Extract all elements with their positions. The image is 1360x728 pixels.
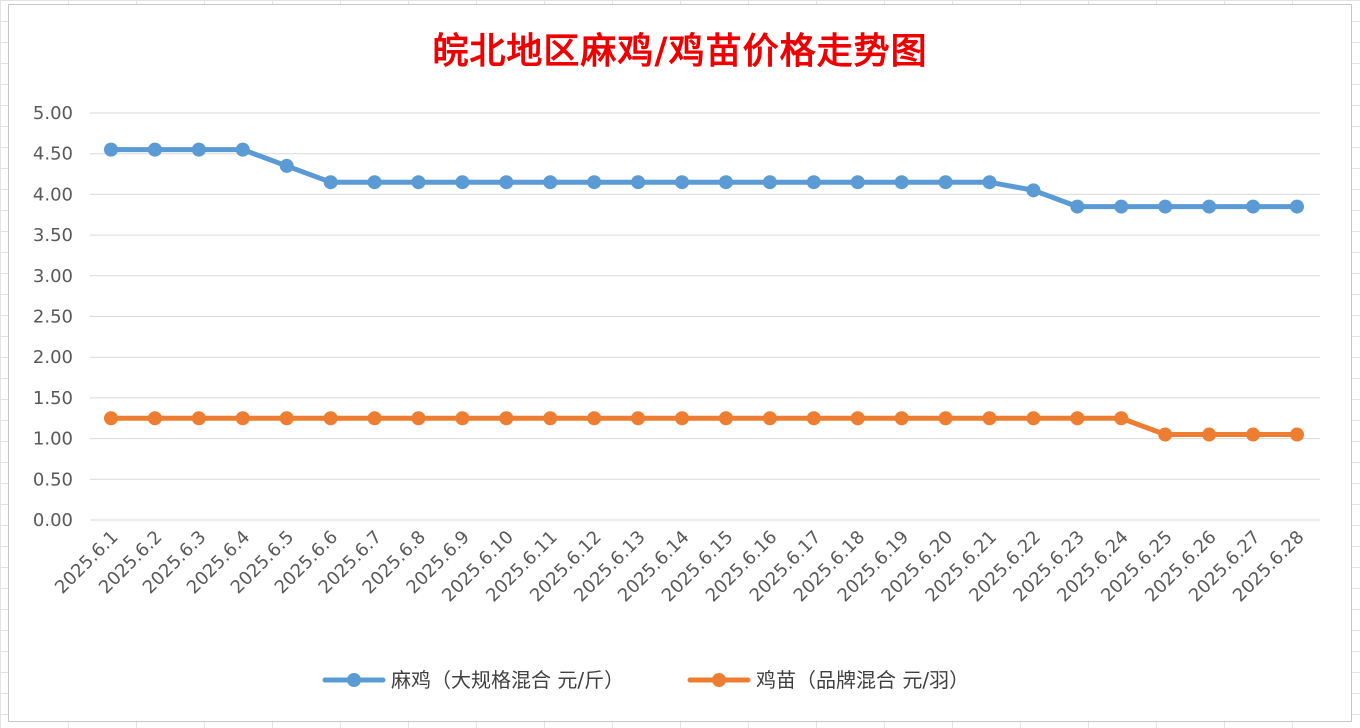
series-0-point — [235, 142, 250, 157]
series-1-point — [235, 411, 250, 426]
series-0-point — [587, 175, 602, 190]
series-1-point — [1114, 411, 1129, 426]
series-0-point — [367, 175, 382, 190]
y-tick-label: 2.50 — [33, 307, 73, 328]
series-line-0 — [108, 147, 1300, 210]
series-1-point — [850, 411, 865, 426]
series-0-point — [1290, 199, 1304, 214]
series-0-point — [499, 175, 514, 190]
y-tick-label: 0.50 — [33, 469, 73, 490]
series-0-point — [675, 175, 690, 190]
series-1-point — [323, 411, 338, 426]
series-1-point — [455, 411, 470, 426]
series-0-point — [762, 175, 777, 190]
series-0-point — [1070, 199, 1085, 214]
series-0-point — [455, 175, 470, 190]
series-0-point — [631, 175, 646, 190]
series-1-point — [938, 411, 953, 426]
series-1-point — [543, 411, 558, 426]
series-1-point — [894, 411, 909, 426]
series-0-point — [323, 175, 338, 190]
series-1-point — [982, 411, 997, 426]
series-0-point — [191, 142, 206, 157]
series-line-1 — [108, 415, 1300, 438]
series-0-point — [982, 175, 997, 190]
series-0-point — [279, 158, 294, 173]
series-1-point — [1202, 427, 1217, 442]
series-1-point — [1246, 427, 1261, 442]
series-1-point — [762, 411, 777, 426]
series-1-point — [104, 411, 118, 426]
legend-marker-1 — [712, 673, 726, 687]
series-0-point — [543, 175, 558, 190]
y-tick-label: 4.00 — [33, 184, 73, 205]
series-1-point — [1070, 411, 1085, 426]
series-1-point — [675, 411, 690, 426]
chart-title: 皖北地区麻鸡/鸡苗价格走势图 — [432, 30, 928, 72]
y-tick-label: 2.00 — [33, 347, 73, 368]
series-1-point — [147, 411, 162, 426]
series-1-point — [499, 411, 514, 426]
series-1-point — [1026, 411, 1041, 426]
series-1-point — [806, 411, 821, 426]
series-1-point — [718, 411, 733, 426]
series-0-point — [938, 175, 953, 190]
y-tick-label: 1.50 — [33, 388, 73, 409]
series-1-point — [367, 411, 382, 426]
series-0-point — [1158, 199, 1173, 214]
y-tick-label: 3.00 — [33, 266, 73, 287]
series-1-point — [191, 411, 206, 426]
y-tick-label: 4.50 — [33, 144, 73, 165]
series-1-point — [1158, 427, 1173, 442]
series-0-point — [1026, 183, 1041, 198]
series-0-point — [147, 142, 162, 157]
legend-label-1: 鸡苗（品牌混合 元/羽） — [756, 668, 969, 692]
series-0-point — [1246, 199, 1261, 214]
series-0-point — [104, 142, 118, 157]
y-tick-label: 0.00 — [33, 510, 73, 531]
y-tick-label: 3.50 — [33, 225, 73, 246]
chart-area[interactable] — [8, 4, 1352, 722]
series-0-point — [1202, 199, 1217, 214]
series-1-point — [587, 411, 602, 426]
y-tick-label: 1.00 — [33, 429, 73, 450]
legend-marker-0 — [347, 673, 361, 687]
legend-label-0: 麻鸡（大规格混合 元/斤） — [391, 668, 624, 692]
series-0-point — [894, 175, 909, 190]
series-1-point — [279, 411, 294, 426]
series-0-point — [1114, 199, 1129, 214]
y-tick-label: 5.00 — [33, 103, 73, 124]
series-0-point — [806, 175, 821, 190]
series-1-point — [411, 411, 426, 426]
series-0-point — [718, 175, 733, 190]
series-1-point — [631, 411, 646, 426]
series-0-point — [411, 175, 426, 190]
series-0-point — [850, 175, 865, 190]
series-1-point — [1290, 427, 1304, 442]
